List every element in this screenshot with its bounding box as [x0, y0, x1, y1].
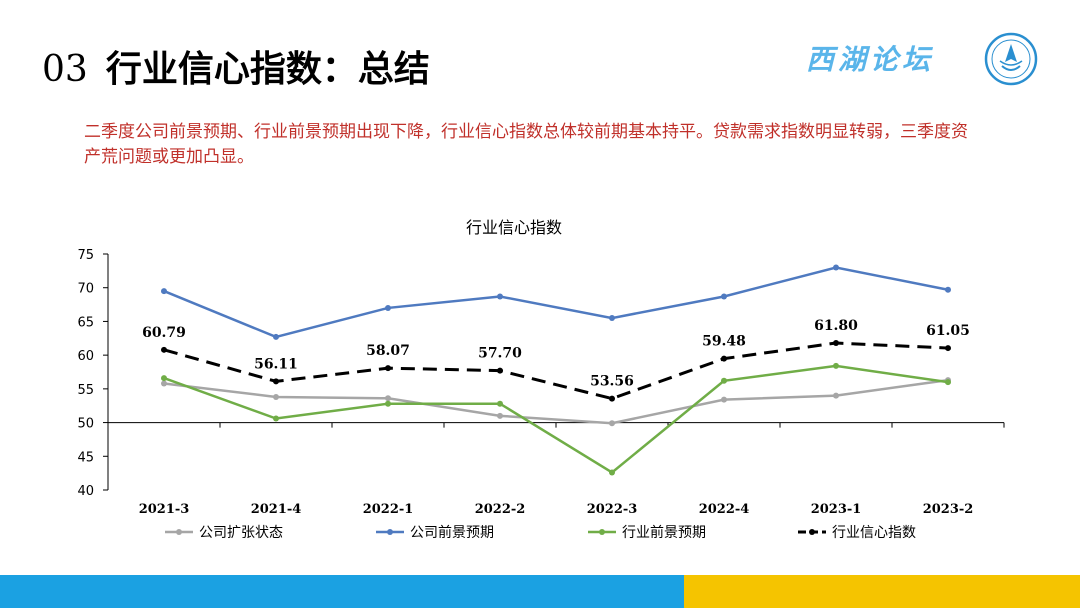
page-title: 行业信心指数：总结: [105, 49, 430, 90]
data-point: [721, 293, 727, 300]
y-tick-label: 45: [77, 450, 94, 465]
y-tick-label: 75: [77, 248, 94, 263]
data-point: [273, 333, 279, 340]
data-point: [721, 355, 727, 362]
x-tick-label: 2023-1: [811, 502, 862, 517]
legend-marker: [809, 529, 815, 535]
data-point: [945, 286, 951, 293]
data-label: 60.79: [142, 325, 186, 341]
legend-label: 行业前景预期: [622, 524, 706, 541]
data-point: [273, 415, 279, 422]
data-point: [273, 393, 279, 400]
chart-title: 行业信心指数: [466, 218, 562, 237]
series-line-3: [163, 341, 949, 401]
data-label: 53.56: [590, 374, 634, 390]
data-point: [721, 396, 727, 403]
y-tick-label: 65: [77, 315, 94, 330]
x-tick-label: 2021-4: [251, 502, 302, 517]
legend-label: 行业信心指数: [832, 525, 916, 541]
data-point: [385, 400, 391, 407]
x-tick-label: 2021-3: [139, 502, 190, 517]
data-point: [945, 379, 951, 386]
forum-logo-icon: [984, 32, 1038, 86]
data-point: [497, 367, 503, 374]
data-point: [385, 395, 391, 402]
legend-label: 公司前景预期: [410, 524, 494, 541]
data-point: [721, 377, 727, 384]
y-tick-label: 60: [77, 349, 94, 364]
data-point: [385, 304, 391, 311]
data-label: 61.05: [926, 323, 970, 339]
chart-data-labels: 60.79 56.11 58.07 57.70 53.56 59.48 61.80 61.05: [142, 318, 970, 390]
y-tick-label: 50: [77, 417, 94, 432]
line-chart: 行业信心指数 40 45 50 55 60 65 70 75 2021-3 2021-4 2022-…: [77, 218, 1005, 541]
series-line-2: [163, 364, 949, 474]
legend-marker: [387, 529, 393, 535]
chart-legend: 公司扩张状态 公司前景预期 行业前景预期 行业信心指数: [165, 524, 916, 541]
data-point: [833, 362, 839, 369]
data-point: [161, 288, 167, 295]
legend-marker: [176, 529, 182, 535]
data-point: [273, 378, 279, 385]
summary-text: 二季度公司前景预期、行业前景预期出现下降，行业信心指数总体较前期基本持平。贷款需…: [84, 122, 968, 167]
data-label: 56.11: [254, 356, 298, 372]
data-label: 61.80: [814, 318, 858, 334]
y-tick-label: 40: [77, 484, 94, 499]
y-tick-label: 55: [77, 383, 94, 398]
series-line-1: [163, 266, 949, 339]
series-line-0: [163, 378, 949, 425]
data-point: [833, 340, 839, 347]
slide-header: 03 行业信心指数：总结: [42, 40, 430, 96]
data-point: [385, 365, 391, 372]
footer-bar-yellow: [684, 575, 1080, 608]
data-point: [497, 400, 503, 407]
x-tick-label: 2022-4: [699, 502, 750, 517]
x-tick-label: 2022-1: [363, 502, 414, 517]
data-point: [833, 264, 839, 271]
chart-series: [161, 264, 951, 476]
data-point: [497, 412, 503, 419]
brand-wordmark: 西湖论坛: [806, 43, 935, 76]
data-point: [945, 345, 951, 352]
chart-container: 行业信心指数 40 45 50 55 60 65 70 75 2021-3 2021-4 2022-…: [0, 210, 1080, 560]
footer-bar-blue: [0, 575, 684, 608]
data-point: [833, 392, 839, 399]
data-point: [609, 469, 615, 476]
data-point: [161, 346, 167, 353]
legend-marker: [599, 529, 605, 535]
data-point: [609, 315, 615, 322]
data-point: [609, 420, 615, 427]
data-point: [161, 380, 167, 387]
y-tick-label: 70: [77, 282, 94, 297]
section-number: 03: [42, 49, 88, 90]
chart-axes: 40 45 50 55 60 65 70 75 2021-3 2021-4 2022-1 2022-2…: [77, 248, 1005, 517]
x-tick-label: 2022-2: [475, 502, 526, 517]
data-label: 58.07: [366, 343, 410, 359]
data-label: 57.70: [478, 346, 522, 362]
x-tick-label: 2023-2: [923, 502, 974, 517]
x-tick-label: 2022-3: [587, 502, 638, 517]
data-point: [609, 395, 615, 402]
data-label: 59.48: [702, 334, 746, 350]
legend-label: 公司扩张状态: [199, 525, 283, 541]
data-point: [497, 293, 503, 300]
data-point: [161, 375, 167, 382]
